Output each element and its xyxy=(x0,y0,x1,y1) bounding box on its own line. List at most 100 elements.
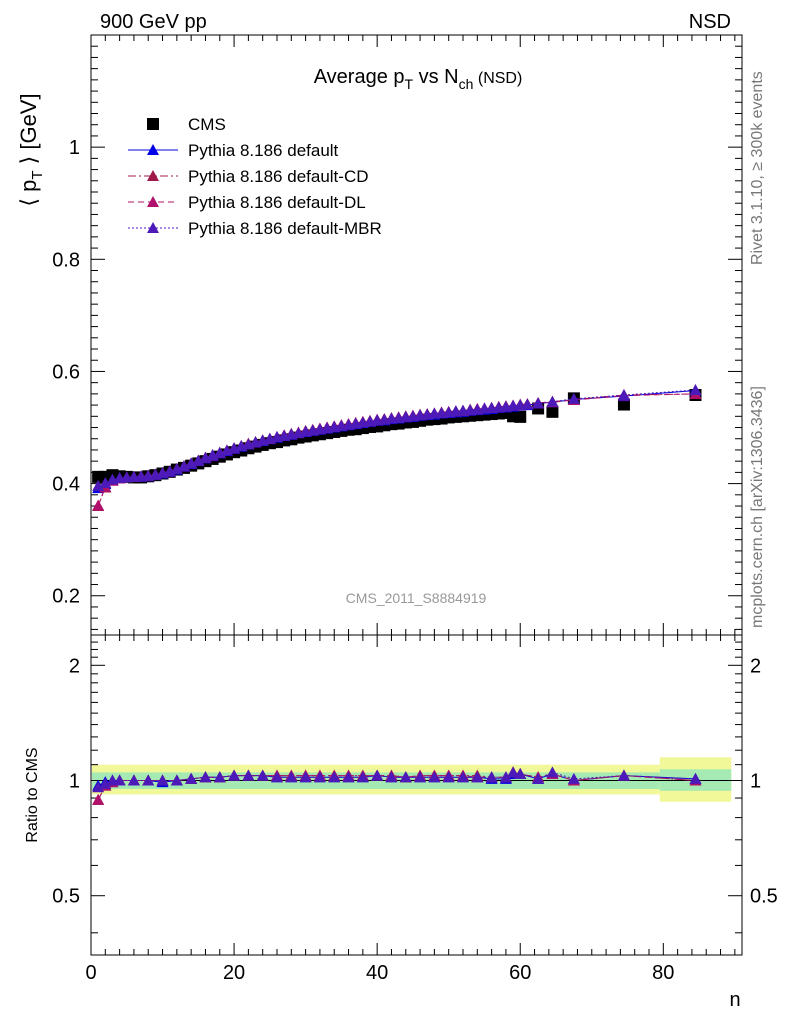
ratio-point xyxy=(313,771,326,783)
ratio-point xyxy=(471,771,484,783)
ratio-point xyxy=(689,772,702,784)
data-point-pythia xyxy=(170,463,183,475)
data-point-pythia xyxy=(521,398,534,410)
ratio-point xyxy=(507,766,520,778)
ratio-point xyxy=(256,769,269,781)
data-point-pythia xyxy=(92,479,105,491)
ratio-point xyxy=(142,774,155,786)
ratio-point xyxy=(514,767,527,779)
x-axis-label: n xyxy=(729,989,740,1011)
ratio-point xyxy=(127,774,140,786)
ratio-point xyxy=(113,774,126,786)
data-point-pythia xyxy=(185,457,198,469)
main-plot-series xyxy=(92,383,702,512)
series-line xyxy=(97,393,696,507)
y-tick-label: 1 xyxy=(69,137,80,159)
legend-label: CMS xyxy=(188,115,226,134)
y-tick-label: 0.8 xyxy=(52,249,80,271)
data-point-pythia xyxy=(199,451,212,463)
data-point-pythia xyxy=(92,499,105,511)
data-point-pythia xyxy=(99,477,112,489)
ratio-y-tick-label: 0.5 xyxy=(52,886,80,908)
legend: CMS Pythia 8.186 default Pythia 8.186 defa… xyxy=(128,115,382,238)
data-point-pythia xyxy=(192,454,205,466)
ratio-point xyxy=(546,766,559,778)
ratio-point xyxy=(414,771,427,783)
ratio-point xyxy=(92,781,105,793)
legend-label: Pythia 8.186 default-MBR xyxy=(188,219,382,238)
y-tick-label: 0.2 xyxy=(52,586,80,608)
ratio-y-tick-label: 2 xyxy=(69,655,80,677)
ratio-point xyxy=(99,777,112,789)
ratio-point xyxy=(485,771,498,783)
ratio-point xyxy=(399,771,412,783)
ratio-point xyxy=(532,772,545,784)
y-tick-label: 0.6 xyxy=(52,361,80,383)
data-point-cms xyxy=(507,410,520,423)
data-point-pythia xyxy=(567,392,580,404)
ratio-point xyxy=(371,769,384,781)
ratio-point xyxy=(385,771,398,783)
legend-marker-triangle xyxy=(147,144,159,155)
ratio-point xyxy=(92,793,105,805)
ratio-y-tick-label-right: 1 xyxy=(750,771,761,793)
ratio-point xyxy=(199,771,212,783)
axis-tick-labels: 0 20 40 60 80 0.2 0.4 0.6 0.8 1 0.5 0.5 1 1 2 2 xyxy=(52,137,778,984)
ratio-axis-label: Ratio to CMS xyxy=(24,747,41,842)
x-tick-label: 40 xyxy=(366,962,388,984)
chart-title: Average pT vs Nch (NSD) xyxy=(314,66,523,92)
legend-marker-triangle xyxy=(147,222,159,233)
data-point-pythia xyxy=(617,389,630,400)
ratio-panel-frame xyxy=(90,634,743,956)
ratio-y-tick-label: 1 xyxy=(69,771,80,793)
ratio-point xyxy=(299,771,312,783)
analysis-id-label: CMS_2011_S8884919 xyxy=(346,590,487,606)
process-label: NSD xyxy=(689,11,731,33)
series-line xyxy=(97,393,696,506)
legend-marker-triangle xyxy=(147,196,159,207)
ratio-point xyxy=(328,771,341,783)
legend-label: Pythia 8.186 default-DL xyxy=(188,193,366,212)
ratio-point xyxy=(242,769,255,781)
ratio-point xyxy=(356,771,369,783)
data-point-pythia xyxy=(532,397,545,409)
mcplots-label: mcplots.cern.ch [arXiv:1306.3436] xyxy=(749,386,766,628)
ratio-y-tick-label-right: 2 xyxy=(750,655,761,677)
y-tick-label: 0.4 xyxy=(52,474,80,496)
ratio-point xyxy=(428,771,441,783)
legend-label: Pythia 8.186 default-CD xyxy=(188,167,369,186)
ratio-point xyxy=(499,771,512,783)
ratio-plot-series xyxy=(92,766,702,805)
data-point-pythia xyxy=(689,383,702,395)
legend-marker-square xyxy=(147,118,159,130)
ratio-y-tick-label-right: 0.5 xyxy=(750,886,778,908)
data-point-pythia xyxy=(546,395,559,407)
y-axis-label: ⟨ pT ⟩ [GeV] xyxy=(16,93,46,206)
ratio-point xyxy=(156,774,169,786)
legend-marker-triangle xyxy=(147,170,159,181)
axis-ticks xyxy=(90,35,742,955)
x-tick-label: 60 xyxy=(509,962,531,984)
ratio-point xyxy=(285,771,298,783)
rivet-version-label: Rivet 3.1.10, ≥ 300k events xyxy=(749,71,766,265)
ratio-point xyxy=(271,771,283,783)
legend-label: Pythia 8.186 default xyxy=(188,141,339,160)
x-tick-label: 20 xyxy=(223,962,245,984)
x-tick-label: 0 xyxy=(85,962,96,984)
ratio-point xyxy=(185,772,198,784)
data-point-cms xyxy=(617,398,630,411)
energy-label: 900 GeV pp xyxy=(100,11,207,33)
x-tick-label: 80 xyxy=(652,962,674,984)
ratio-point xyxy=(442,771,455,783)
ratio-point xyxy=(617,769,630,781)
ratio-point xyxy=(170,774,183,786)
data-point-cms xyxy=(514,410,527,423)
ratio-point xyxy=(213,771,226,783)
ratio-point xyxy=(228,769,241,781)
ratio-point xyxy=(342,771,355,783)
data-point-pythia xyxy=(178,460,190,472)
ratio-point xyxy=(567,772,580,784)
ratio-point xyxy=(457,771,469,783)
data-point-cms xyxy=(546,405,559,418)
